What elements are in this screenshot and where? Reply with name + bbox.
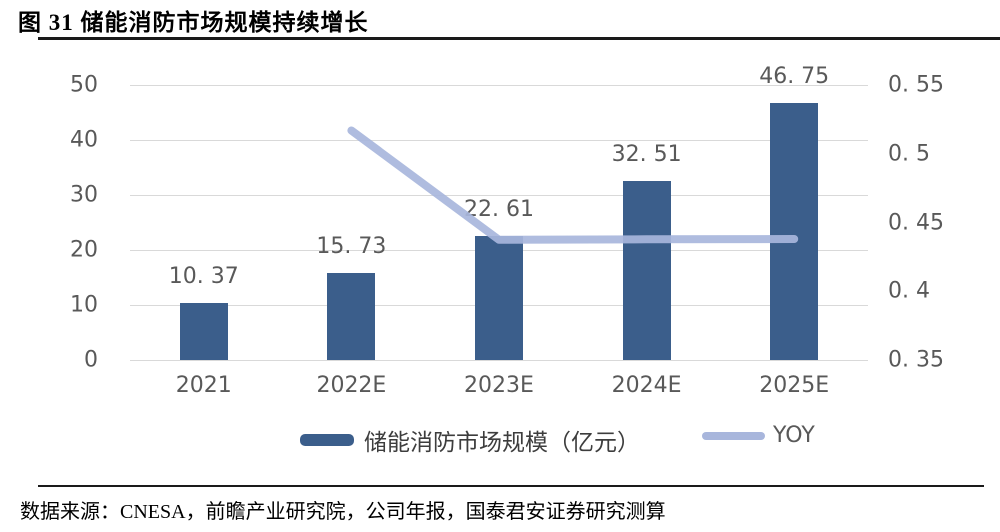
left-axis-tick-label: 0 bbox=[84, 347, 98, 373]
left-axis-tick-label: 30 bbox=[70, 182, 98, 208]
bar bbox=[622, 181, 671, 360]
category-label: 2021 bbox=[175, 373, 232, 398]
bar-value-label: 10. 37 bbox=[168, 263, 239, 289]
left-axis-tick-label: 40 bbox=[70, 127, 98, 153]
category-label: 2025E bbox=[759, 373, 830, 398]
bar-value-label: 22. 61 bbox=[464, 196, 534, 222]
category-label: 2023E bbox=[464, 373, 534, 398]
right-axis-tick-label: 0. 45 bbox=[888, 210, 944, 235]
right-axis-tick-label: 0. 35 bbox=[888, 347, 944, 373]
bar-series-label: 储能消防市场规模（亿元） bbox=[364, 430, 640, 455]
gridline bbox=[130, 85, 868, 86]
bar bbox=[327, 273, 376, 360]
data-source: 数据来源：CNESA，前瞻产业研究院，公司年报，国泰君安证券研究测算 bbox=[20, 501, 666, 523]
line-series-swatch-icon bbox=[702, 431, 765, 440]
category-label: 2024E bbox=[611, 373, 682, 398]
right-axis-tick-label: 0. 55 bbox=[888, 72, 944, 98]
bar-value-label: 46. 75 bbox=[759, 63, 830, 89]
left-axis-tick-label: 20 bbox=[70, 237, 98, 263]
bar bbox=[475, 235, 523, 360]
right-axis-tick-label: 0. 5 bbox=[888, 141, 930, 167]
bar bbox=[770, 102, 819, 360]
yoy-line bbox=[347, 126, 799, 244]
source-rule bbox=[38, 485, 984, 487]
bar-series-swatch-icon bbox=[300, 434, 354, 446]
figure-title: 图 31 储能消防市场规模持续增长 bbox=[18, 10, 369, 35]
bar-value-label: 32. 51 bbox=[611, 142, 682, 168]
category-label: 2022E bbox=[316, 373, 387, 398]
legend-item-market-scale: 储能消防市场规模（亿元） bbox=[300, 423, 640, 457]
bar-value-label: 15. 73 bbox=[316, 234, 387, 260]
left-axis-tick-label: 50 bbox=[70, 72, 98, 98]
right-axis-tick-label: 0. 4 bbox=[888, 278, 930, 304]
bar bbox=[179, 302, 228, 360]
gridline bbox=[130, 360, 868, 361]
title-rule bbox=[38, 37, 1000, 40]
line-series-label: YOY bbox=[773, 423, 815, 448]
gridline bbox=[130, 140, 868, 141]
legend-item-yoy: YOY bbox=[702, 423, 815, 448]
left-axis-tick-label: 10 bbox=[70, 292, 98, 318]
